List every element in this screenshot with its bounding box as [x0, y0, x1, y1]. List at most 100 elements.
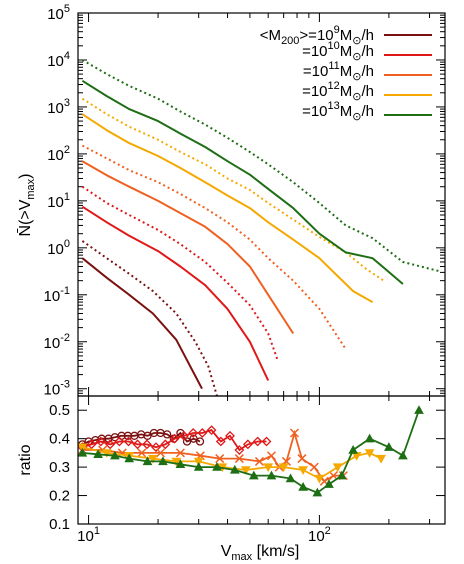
ratio-point-triangle-down: [193, 457, 204, 467]
ratio-point-diamond: [132, 439, 143, 450]
legend-label-part: ⊙: [352, 35, 361, 47]
ratio-point-cross: [309, 462, 319, 472]
ratio-point-triangle-up: [193, 462, 204, 471]
main-y-tick-label-base: 10: [47, 6, 64, 23]
legend-label-part: 10: [328, 40, 340, 52]
main-y-tick-label: 100: [47, 238, 70, 258]
x-tick-label-base: 10: [77, 528, 94, 545]
legend-label-part: =10: [302, 103, 327, 120]
ratio-point-triangle-up: [364, 433, 375, 443]
ratio-point-diamond: [215, 436, 226, 447]
ratio-point-diamond: [252, 436, 263, 447]
ratio-point-cross: [289, 428, 300, 438]
ratio-point-diamond: [95, 436, 106, 447]
ratio-point-diamond: [86, 439, 97, 450]
ratio-point-diamond: [261, 436, 272, 447]
ratio-point-diamond: [197, 428, 208, 438]
legend-label-part: /h: [361, 103, 374, 120]
ratio-point-triangle-up: [336, 470, 347, 480]
x-tick-label-exp: 1: [94, 525, 100, 537]
x-tick-labels: 101 102: [77, 525, 331, 545]
ratio-point-triangle-down: [240, 466, 251, 475]
ratio-point-triangle-up: [248, 470, 259, 480]
ratio-point-diamond: [151, 442, 161, 453]
ratio-point-triangle-up: [142, 456, 153, 466]
ratio-y-axis-label: ratio: [17, 444, 34, 475]
legend-label-part: /h: [361, 63, 374, 80]
ratio-y-tick-label: 0.4: [49, 431, 70, 448]
main-y-tick-label-exp: 0: [64, 238, 70, 250]
ratio-point-triangle-down: [148, 454, 158, 464]
ratio-point-triangle-up: [175, 459, 186, 468]
main-y-tick-label: 103: [47, 97, 70, 117]
ratio-point-diamond: [105, 439, 116, 450]
ratio-point-triangle-up: [384, 442, 394, 451]
legend-label-part: ⊙: [352, 71, 361, 83]
legend-label-part: 12: [328, 80, 340, 92]
ratio-point-cross: [137, 448, 147, 458]
x-tick-label: 102: [308, 525, 331, 545]
main-y-tick-label-base: 10: [47, 147, 64, 164]
legend-label-part: >=10: [299, 27, 333, 44]
main-plot-ticks: [77, 12, 445, 397]
main-y-tick-label: 10-1: [44, 285, 70, 305]
x-tick-label: 101: [77, 525, 100, 545]
ratio-point-triangle-down: [376, 454, 386, 464]
legend-label: <M200>=109M⊙/h: [260, 24, 374, 47]
ratio-point-triangle-down: [77, 443, 88, 453]
ratio-point-cross: [155, 448, 166, 458]
ratio-point-triangle-up: [77, 447, 88, 457]
legend-label: =1013M⊙/h: [302, 100, 374, 123]
ratio-point-diamond: [169, 433, 180, 444]
ratio-point-triangle-down: [278, 463, 289, 473]
legend-label-part: M: [340, 43, 353, 60]
main-y-axis-label-tail: ): [17, 173, 34, 178]
ratio-point-triangle-up: [324, 479, 334, 488]
x-tick-label-exp: 2: [325, 525, 331, 537]
x-axis-label-sub: max: [231, 551, 252, 563]
ratio-point-diamond: [225, 430, 235, 441]
main-y-tick-label: 104: [47, 50, 70, 70]
main-y-tick-label-base: 10: [44, 382, 61, 399]
main-y-tick-label-exp: -3: [60, 379, 70, 391]
ratio-point-triangle-up: [110, 450, 120, 460]
ratio-y-tick-labels: 0.1 0.2 0.3 0.4 0.5: [49, 402, 70, 533]
ratio-point-triangle-up: [348, 445, 358, 454]
main-y-tick-label-base: 10: [47, 100, 64, 117]
main-y-axis-label-sub: max: [25, 178, 37, 199]
ratio-y-tick-label: 0.1: [49, 516, 70, 533]
ratio-y-tick-label: 0.3: [49, 459, 70, 476]
ratio-point-diamond: [160, 439, 171, 450]
ratio-point-cross: [175, 448, 185, 458]
main-y-tick-label-exp: 2: [64, 144, 70, 156]
main-plot-frame: [77, 12, 446, 397]
ratio-point-triangle-down: [101, 449, 112, 458]
ratio-point-diamond: [142, 439, 152, 450]
ratio-point-diamond: [242, 439, 253, 450]
legend-label-part: ⊙: [352, 51, 361, 63]
ratio-point-triangle-up: [158, 456, 168, 466]
legend: <M200>=109M⊙/h=1010M⊙/h=1011M⊙/h=1012M⊙/…: [260, 24, 432, 123]
ratio-point-triangle-down: [298, 466, 308, 475]
solid-series-line-2: [81, 205, 270, 381]
ratio-point-triangle-up: [312, 487, 323, 497]
main-y-tick-label-base: 10: [47, 241, 64, 258]
x-axis-label-main: V: [221, 543, 232, 560]
legend-label-part: ⊙: [352, 111, 361, 123]
legend-label-part: =10: [303, 63, 328, 80]
solid-series-line-6: [81, 113, 374, 303]
legend-label-part: =10: [302, 43, 327, 60]
main-y-tick-label-base: 10: [47, 53, 64, 70]
main-y-tick-label-exp: 4: [64, 50, 70, 62]
dotted-series-line-5: [81, 144, 347, 350]
legend-label: =1010M⊙/h: [302, 40, 374, 63]
ratio-point-triangle-up: [93, 449, 103, 459]
ratio-point-triangle-down: [364, 449, 375, 458]
main-y-tick-label-exp: 3: [64, 97, 70, 109]
main-y-tick-label-exp: -1: [60, 285, 70, 297]
legend-label-part: M: [340, 27, 353, 44]
ratio-point-diamond: [188, 428, 199, 438]
ratio-plot-frame: [77, 395, 446, 525]
legend-label: =1011M⊙/h: [303, 60, 374, 83]
legend-label: =1012M⊙/h: [302, 80, 374, 103]
